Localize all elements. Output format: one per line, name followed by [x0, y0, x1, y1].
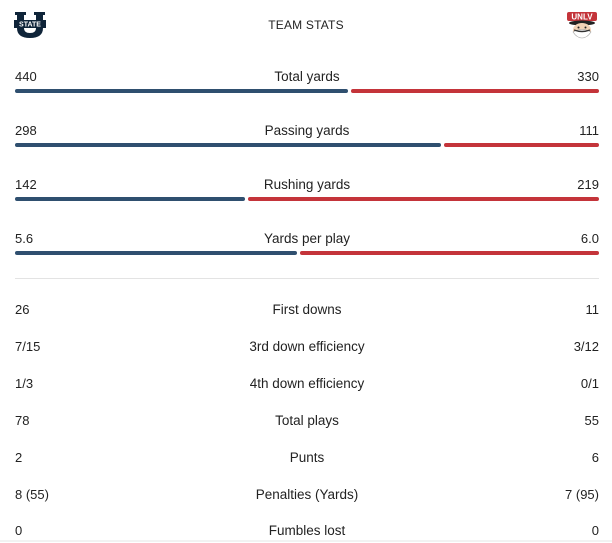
- section-divider: [15, 278, 599, 279]
- left-team-value: 8 (55): [15, 487, 49, 502]
- stat-punts: 2 Punts 6: [15, 450, 599, 470]
- stat-yards-per-play: 5.6 Yards per play 6.0: [15, 231, 599, 271]
- stat-penalties: 8 (55) Penalties (Yards) 7 (95): [15, 487, 599, 507]
- left-team-bar: [15, 251, 297, 255]
- stat-fumbles-lost: 0 Fumbles lost 0: [15, 523, 599, 543]
- right-team-value: 111: [579, 123, 599, 138]
- right-team-bar: [351, 89, 599, 93]
- right-team-value: 6.0: [580, 231, 599, 246]
- left-team-value: 142: [15, 177, 37, 192]
- unlv-logo-icon[interactable]: UNLV: [565, 9, 599, 41]
- left-team-value: 1/3: [15, 376, 34, 391]
- left-team-value: 2: [15, 450, 23, 465]
- left-team-bar: [15, 89, 348, 93]
- team-stats-header: STATE TEAM STATS UNLV: [0, 0, 612, 50]
- stat-first-downs: 26 First downs 11: [15, 302, 599, 322]
- right-team-value: 0: [591, 523, 599, 538]
- comparison-bar: [15, 143, 599, 147]
- unlv-logo-text: UNLV: [571, 13, 593, 22]
- right-team-bar: [300, 251, 599, 255]
- left-team-bar: [15, 197, 245, 201]
- left-team-value: 7/15: [15, 339, 41, 354]
- stat-label: Penalties (Yards): [255, 487, 359, 502]
- left-team-value: 26: [15, 302, 30, 317]
- stat-third-down-efficiency: 7/15 3rd down efficiency 3/12: [15, 339, 599, 359]
- stat-fourth-down-efficiency: 1/3 4th down efficiency 0/1: [15, 376, 599, 396]
- right-team-value: 219: [577, 177, 599, 192]
- stat-total-plays: 78 Total plays 55: [15, 413, 599, 433]
- left-team-value: 440: [15, 69, 37, 84]
- stat-label: Passing yards: [264, 123, 350, 138]
- stat-label: Total yards: [274, 69, 340, 84]
- stat-total-yards: 440 Total yards 330: [15, 69, 599, 109]
- right-team-value: 11: [585, 302, 600, 317]
- left-team-value: 5.6: [15, 231, 34, 246]
- right-team-bar: [248, 197, 599, 201]
- right-team-value: 0/1: [580, 376, 599, 391]
- right-team-value: 3/12: [573, 339, 599, 354]
- stat-label: Fumbles lost: [268, 523, 346, 538]
- stat-label: Rushing yards: [263, 177, 351, 192]
- right-team-value: 55: [584, 413, 599, 428]
- stat-label: 4th down efficiency: [249, 376, 365, 391]
- left-team-bar: [15, 143, 441, 147]
- right-team-value: 6: [591, 450, 599, 465]
- stat-passing-yards: 298 Passing yards 111: [15, 123, 599, 163]
- comparison-bar: [15, 89, 599, 93]
- left-team-value: 298: [15, 123, 37, 138]
- comparison-bar: [15, 251, 599, 255]
- right-team-value: 7 (95): [565, 487, 599, 502]
- comparison-bar: [15, 197, 599, 201]
- stat-label: Total plays: [275, 413, 339, 428]
- right-team-bar: [444, 143, 599, 147]
- left-team-value: 78: [15, 413, 30, 428]
- utah-state-logo-text: STATE: [19, 22, 41, 29]
- stat-label: First downs: [272, 302, 342, 317]
- stat-label: Yards per play: [263, 231, 351, 246]
- stat-label: Punts: [289, 450, 325, 465]
- left-team-value: 0: [15, 523, 23, 538]
- stat-label: 3rd down efficiency: [249, 339, 365, 354]
- stat-rushing-yards: 142 Rushing yards 219: [15, 177, 599, 217]
- scroll-edge: [0, 540, 612, 542]
- page-title: TEAM STATS: [268, 18, 344, 32]
- utah-state-logo-icon[interactable]: STATE: [14, 11, 46, 39]
- right-team-value: 330: [577, 69, 599, 84]
